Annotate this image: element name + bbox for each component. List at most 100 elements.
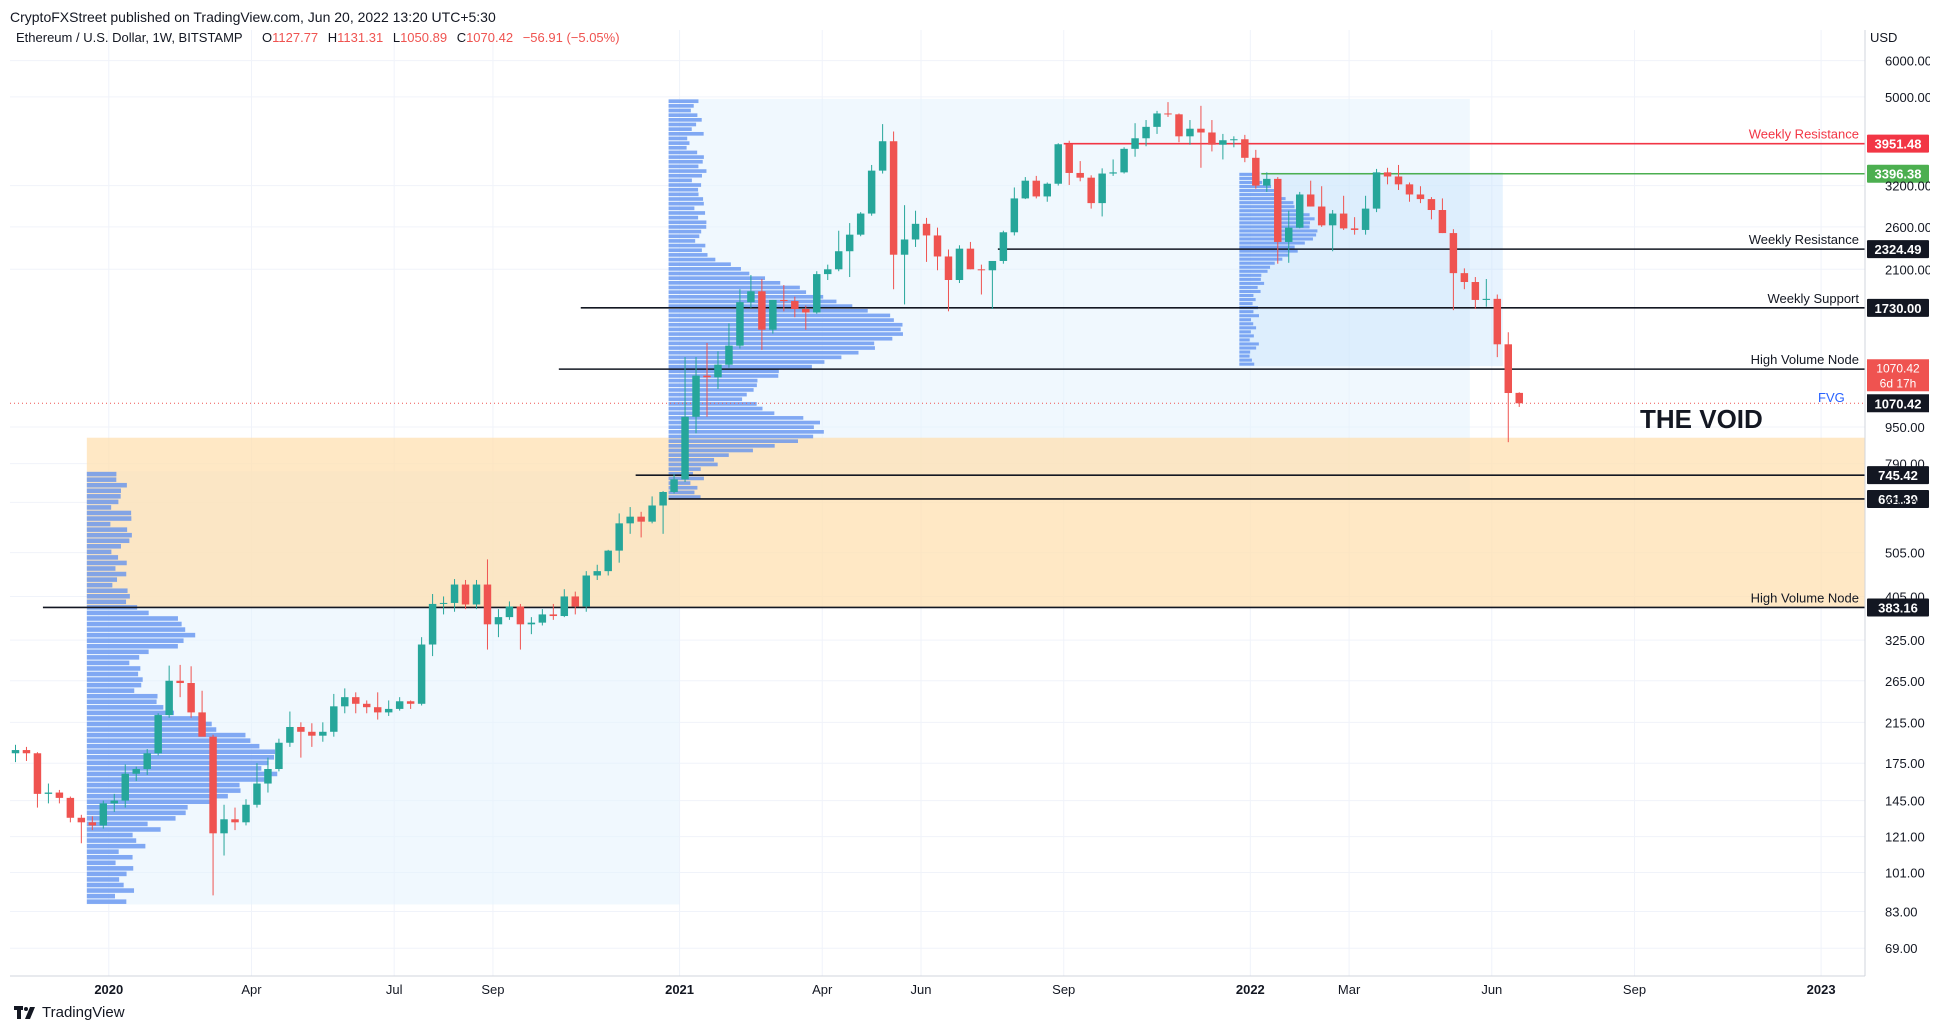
volume-profile-bar (669, 160, 703, 164)
y-tick-label: 265.00 (1885, 674, 1925, 689)
volume-profile-bar (669, 202, 704, 206)
volume-profile-bar (669, 453, 729, 457)
candle-body (1022, 181, 1029, 199)
candle-body (517, 607, 524, 625)
candle-body (923, 224, 930, 236)
candle-body (176, 681, 183, 683)
volume-profile-bar (669, 430, 824, 434)
volume-profile-bar (1239, 334, 1254, 337)
volume-profile-bar (87, 722, 212, 727)
candle-body (659, 492, 666, 506)
volume-profile-bar (87, 611, 149, 616)
volume-profile-bar (1239, 346, 1256, 349)
y-tick-label: 3200.00 (1885, 179, 1930, 194)
candle-body (440, 603, 447, 604)
candle-body (1055, 144, 1062, 183)
volume-profile-bar (87, 855, 133, 860)
candle-body (769, 300, 776, 330)
volume-profile-bar (87, 699, 157, 704)
x-tick-label: Jul (386, 982, 403, 997)
candle-body (967, 249, 974, 270)
y-tick-label: 505.00 (1885, 546, 1925, 561)
volume-profile-bar (87, 844, 146, 849)
candle-body (122, 774, 129, 801)
chart-frame[interactable]: Weekly Resistance 3951.48 3396.38 Weekly Re… (10, 30, 1930, 1030)
volume-profile-bar (1239, 193, 1275, 196)
volume-profile-bar (87, 655, 139, 660)
candle-body (791, 301, 798, 309)
candle-body (802, 309, 809, 312)
y-tick-label: 145.00 (1885, 794, 1925, 809)
volume-profile-bar (87, 561, 127, 566)
volume-profile-bar (87, 627, 185, 632)
volume-profile-bar (669, 342, 875, 346)
level-price-text: 2324.49 (1875, 242, 1922, 257)
candle-body (561, 596, 568, 616)
candle-body (34, 753, 41, 794)
y-tick-label: 121.00 (1885, 830, 1925, 845)
volume-profile-bar (1239, 302, 1252, 305)
candle-body (1241, 139, 1248, 158)
volume-profile-bar (669, 183, 702, 187)
volume-profile-bar (87, 672, 138, 677)
volume-profile-bar (669, 169, 707, 173)
volume-profile-bar (669, 332, 903, 336)
volume-profile-bar (669, 165, 699, 169)
ohlc-readout: O1127.77 H1131.31 L1050.89 C1070.42 −56.… (262, 30, 620, 45)
candle-body (209, 737, 216, 834)
volume-profile-bar (669, 402, 757, 406)
volume-profile-bar (1239, 294, 1253, 297)
volume-profile-bar (87, 650, 149, 655)
volume-profile-bar (1239, 278, 1261, 281)
volume-profile-bar (1239, 314, 1259, 317)
candle-body (1307, 194, 1314, 206)
volume-profile-bar (87, 516, 132, 521)
candle-body (297, 727, 304, 732)
price-chart[interactable]: Weekly Resistance 3951.48 3396.38 Weekly Re… (10, 30, 1930, 998)
candle-body (418, 645, 425, 704)
volume-profile-bar (669, 360, 825, 364)
volume-profile-bar (87, 638, 184, 643)
y-tick-label: 5000.00 (1885, 90, 1930, 105)
volume-profile-bar (669, 206, 695, 210)
volume-profile-bar (87, 761, 269, 766)
candle-body (1164, 113, 1171, 114)
candle-body (879, 141, 886, 170)
candle-body (758, 291, 765, 329)
volume-profile-bar (669, 290, 807, 294)
candle-body (484, 585, 491, 625)
candle-body (341, 697, 348, 706)
candle-body (352, 697, 359, 704)
volume-profile-bar (87, 799, 212, 804)
volume-profile-bar (669, 262, 731, 266)
volume-profile-bar (87, 866, 133, 871)
volume-profile-bar (1239, 201, 1293, 204)
candle-body (1011, 198, 1018, 232)
candle-body (100, 803, 107, 825)
volume-profile-bar (1239, 342, 1259, 345)
volume-profile-bar (669, 346, 875, 350)
volume-profile-bar (669, 104, 694, 108)
volume-profile-bar (87, 472, 117, 477)
y-tick-label: 790.00 (1885, 457, 1925, 472)
tradingview-footer[interactable]: TradingView (14, 1004, 125, 1021)
volume-profile-bar (87, 733, 246, 738)
volume-profile-bar (87, 494, 121, 499)
candle-body (1000, 232, 1007, 261)
candle-body (1494, 299, 1501, 344)
volume-profile-bar (87, 744, 260, 749)
x-tick-label: Apr (241, 982, 262, 997)
candle-body (308, 732, 315, 736)
volume-profile-bar (669, 248, 702, 252)
candle-body (1461, 273, 1468, 282)
volume-profile-bar (669, 435, 814, 439)
x-tick-label: 2021 (665, 982, 694, 997)
volume-profile-bar (87, 749, 275, 754)
candle-body (539, 614, 546, 622)
candle-body (945, 256, 952, 280)
candle-body (1087, 178, 1094, 203)
volume-profile-bar (87, 550, 112, 555)
volume-profile-bar (87, 755, 274, 760)
volume-profile-bar (87, 838, 136, 843)
y-axis-unit: USD (1870, 30, 1897, 45)
